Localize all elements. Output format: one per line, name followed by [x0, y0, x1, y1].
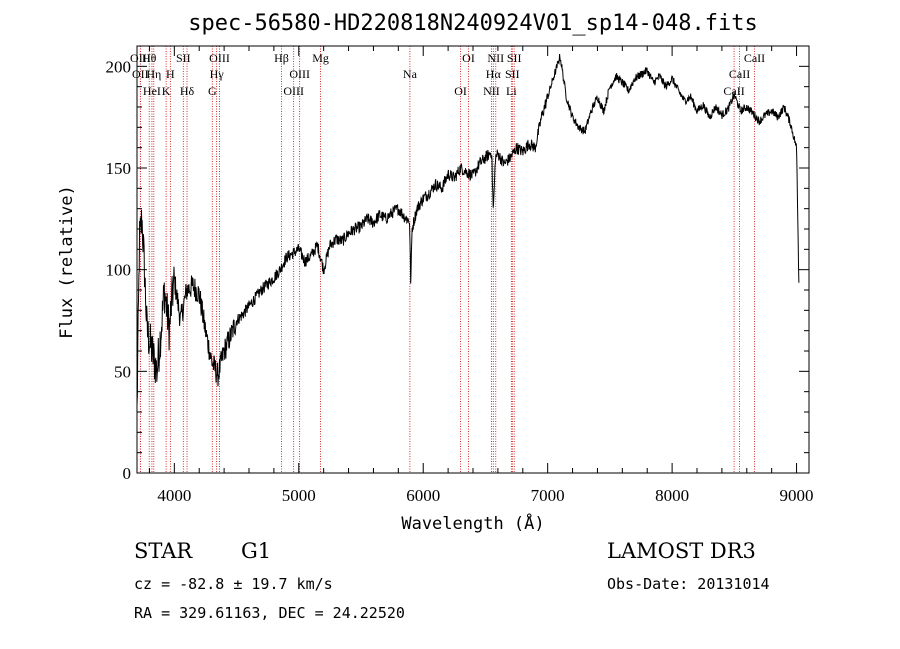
line-marker-label: Hβ: [274, 51, 289, 65]
line-marker-label: G: [208, 84, 217, 98]
y-axis-ticks: 0 50 100 150 200: [106, 45, 809, 483]
line-marker-label: OI: [454, 84, 467, 98]
line-marker-labels: HθOIIHeIOIIIHηKSIIHHδOIIIHγGHβOIIIOIIIMg…: [130, 51, 765, 98]
x-tick-label: 6000: [406, 486, 440, 505]
coordinates: RA = 329.61163, DEC = 24.22520: [134, 604, 405, 622]
line-marker-label: NII: [487, 51, 504, 65]
spectrum-line: [136, 53, 800, 406]
y-tick-label: 150: [106, 159, 132, 178]
line-marker-label: SII: [176, 51, 191, 65]
line-marker-label: H: [166, 67, 175, 81]
line-marker-label: HeI: [143, 84, 161, 98]
y-tick-label: 50: [114, 362, 131, 381]
line-marker-label: CaII: [729, 67, 750, 81]
line-marker-label: Hη: [146, 67, 161, 81]
line-marker-label: Hθ: [142, 51, 157, 65]
line-marker-label: Li: [506, 84, 517, 98]
y-tick-label: 200: [106, 57, 132, 76]
plot-frame: [136, 45, 810, 474]
line-marker-label: CaII: [723, 84, 744, 98]
line-marker-label: OI: [462, 51, 475, 65]
line-marker-label: Hα: [486, 67, 502, 81]
redshift-value: cz = -82.8 ± 19.7 km/s: [134, 575, 333, 593]
line-marker-label: Na: [403, 67, 418, 81]
y-tick-label: 100: [106, 261, 132, 280]
x-tick-label: 5000: [282, 486, 316, 505]
line-marker-label: Hγ: [210, 67, 225, 81]
object-subclass: G1: [241, 539, 272, 563]
x-tick-label: 8000: [655, 486, 689, 505]
chart-title: spec-56580-HD220818N240924V01_sp14-048.f…: [188, 11, 758, 36]
line-marker-label: OII: [132, 67, 149, 81]
y-tick-label: 0: [123, 464, 132, 483]
line-marker-label: OIII: [283, 84, 304, 98]
x-axis-label: Wavelength (Å): [401, 512, 544, 534]
x-tick-label: 9000: [780, 486, 814, 505]
line-marker-label: NII: [483, 84, 500, 98]
x-tick-label: 7000: [531, 486, 565, 505]
line-markers: [139, 46, 755, 473]
line-marker-label: OIII: [130, 51, 151, 65]
y-axis-label: Flux (relative): [57, 185, 77, 339]
obs-date: Obs-Date: 20131014: [607, 575, 770, 593]
line-marker-label: SII: [505, 67, 520, 81]
line-marker-label: OIII: [209, 51, 230, 65]
x-tick-label: 4000: [157, 486, 191, 505]
line-marker-label: OIII: [289, 67, 310, 81]
x-axis-ticks: 4000 5000 6000 7000 8000 9000: [148, 46, 814, 505]
object-class: STAR: [134, 539, 193, 563]
line-marker-label: CaII: [744, 51, 765, 65]
line-marker-label: SII: [507, 51, 522, 65]
line-marker-label: Mg: [312, 51, 329, 65]
survey-name: LAMOST DR3: [607, 539, 756, 563]
line-marker-label: K: [162, 84, 171, 98]
line-marker-label: Hδ: [180, 84, 195, 98]
